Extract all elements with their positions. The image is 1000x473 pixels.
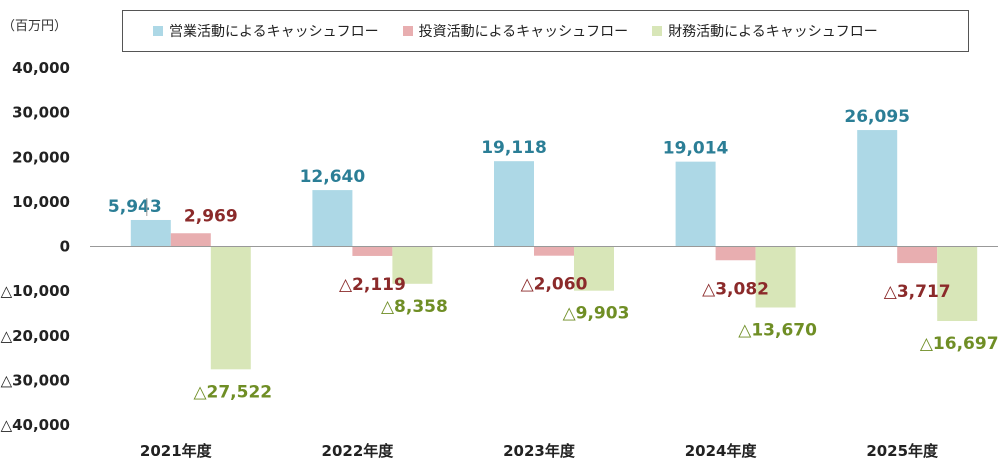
y-tick-label: 10,000 (12, 193, 70, 211)
x-axis-categories: 2021年度 2022年度 2023年度 2024年度 2025年度 (140, 442, 939, 460)
x-category-label: 2025年度 (866, 442, 939, 460)
bar-investing-5 (897, 246, 938, 264)
bar-operating-1 (130, 219, 171, 247)
legend-item-financing: 財務活動によるキャッシュフロー (652, 21, 878, 41)
bar-operating-3 (494, 161, 534, 247)
data-label-operating-5: 26,095 (844, 107, 910, 127)
bar-investing-1 (170, 233, 211, 247)
data-label-financing-2: △8,358 (381, 297, 448, 317)
legend-label-financing: 財務活動によるキャッシュフロー (668, 24, 878, 40)
bar-financing-2 (392, 246, 433, 284)
bar-financing-4 (755, 246, 796, 308)
data-label-investing-5: △3,717 (884, 282, 951, 302)
bar-investing-4 (715, 246, 756, 261)
y-tick-label: 0 (60, 238, 70, 256)
legend-swatch-investing (402, 26, 413, 36)
x-category-label: 2021年度 (140, 442, 213, 460)
y-tick-label: 20,000 (12, 148, 70, 166)
bar-financing-5 (937, 246, 978, 322)
legend-item-operating: 営業活動によるキャッシュフロー (153, 21, 379, 41)
y-tick-label: 40,000 (12, 59, 70, 77)
bar-group (130, 130, 978, 370)
x-category-label: 2023年度 (503, 442, 576, 460)
legend-item-investing: 投資活動によるキャッシュフロー (402, 21, 629, 41)
y-tick-label: △10,000 (1, 282, 70, 300)
y-tick-label: △20,000 (1, 327, 70, 345)
legend-label-operating: 営業活動によるキャッシュフロー (169, 24, 379, 40)
legend-label-investing: 投資活動によるキャッシュフロー (418, 24, 629, 40)
data-label-operating-2: 12,640 (300, 167, 366, 187)
bar-financing-3 (574, 246, 614, 291)
data-label-operating-3: 19,118 (481, 138, 547, 158)
chart-legend: 営業活動によるキャッシュフロー 投資活動によるキャッシュフロー 財務活動によるキ… (122, 10, 969, 52)
data-label-operating-4: 19,014 (663, 139, 729, 159)
data-label-financing-1: △27,522 (193, 382, 272, 402)
bar-financing-1 (210, 246, 251, 370)
data-label-investing-2: △2,119 (339, 275, 406, 295)
x-category-label: 2022年度 (322, 442, 395, 460)
legend-swatch-financing (652, 26, 663, 36)
bar-investing-2 (352, 246, 393, 256)
bar-operating-4 (675, 161, 716, 247)
x-category-label: 2024年度 (685, 442, 758, 460)
data-label-investing-3: △2,060 (521, 275, 588, 295)
bar-operating-2 (312, 190, 353, 247)
y-tick-label: △30,000 (1, 371, 70, 389)
y-tick-label: 30,000 (12, 104, 70, 122)
data-label-investing-4: △3,082 (702, 279, 769, 299)
data-labels: 5,943 12,640 19,118 19,014 26,095 2,969 △2,119… (108, 107, 999, 402)
bar-operating-5 (857, 130, 898, 247)
y-axis-ticks: 40,000 30,000 20,000 10,000 0 △10,000 △20,000 △… (1, 59, 70, 434)
data-label-financing-4: △13,670 (738, 321, 817, 341)
legend-swatch-operating (153, 26, 163, 36)
data-label-operating-1: 5,943 (108, 197, 162, 217)
y-tick-label: △40,000 (1, 416, 70, 434)
unit-label: （百万円） (2, 19, 67, 34)
data-label-financing-5: △16,697 (920, 334, 999, 354)
data-label-investing-1: 2,969 (184, 206, 238, 226)
data-label-financing-3: △9,903 (563, 304, 630, 324)
bar-investing-3 (534, 246, 574, 256)
